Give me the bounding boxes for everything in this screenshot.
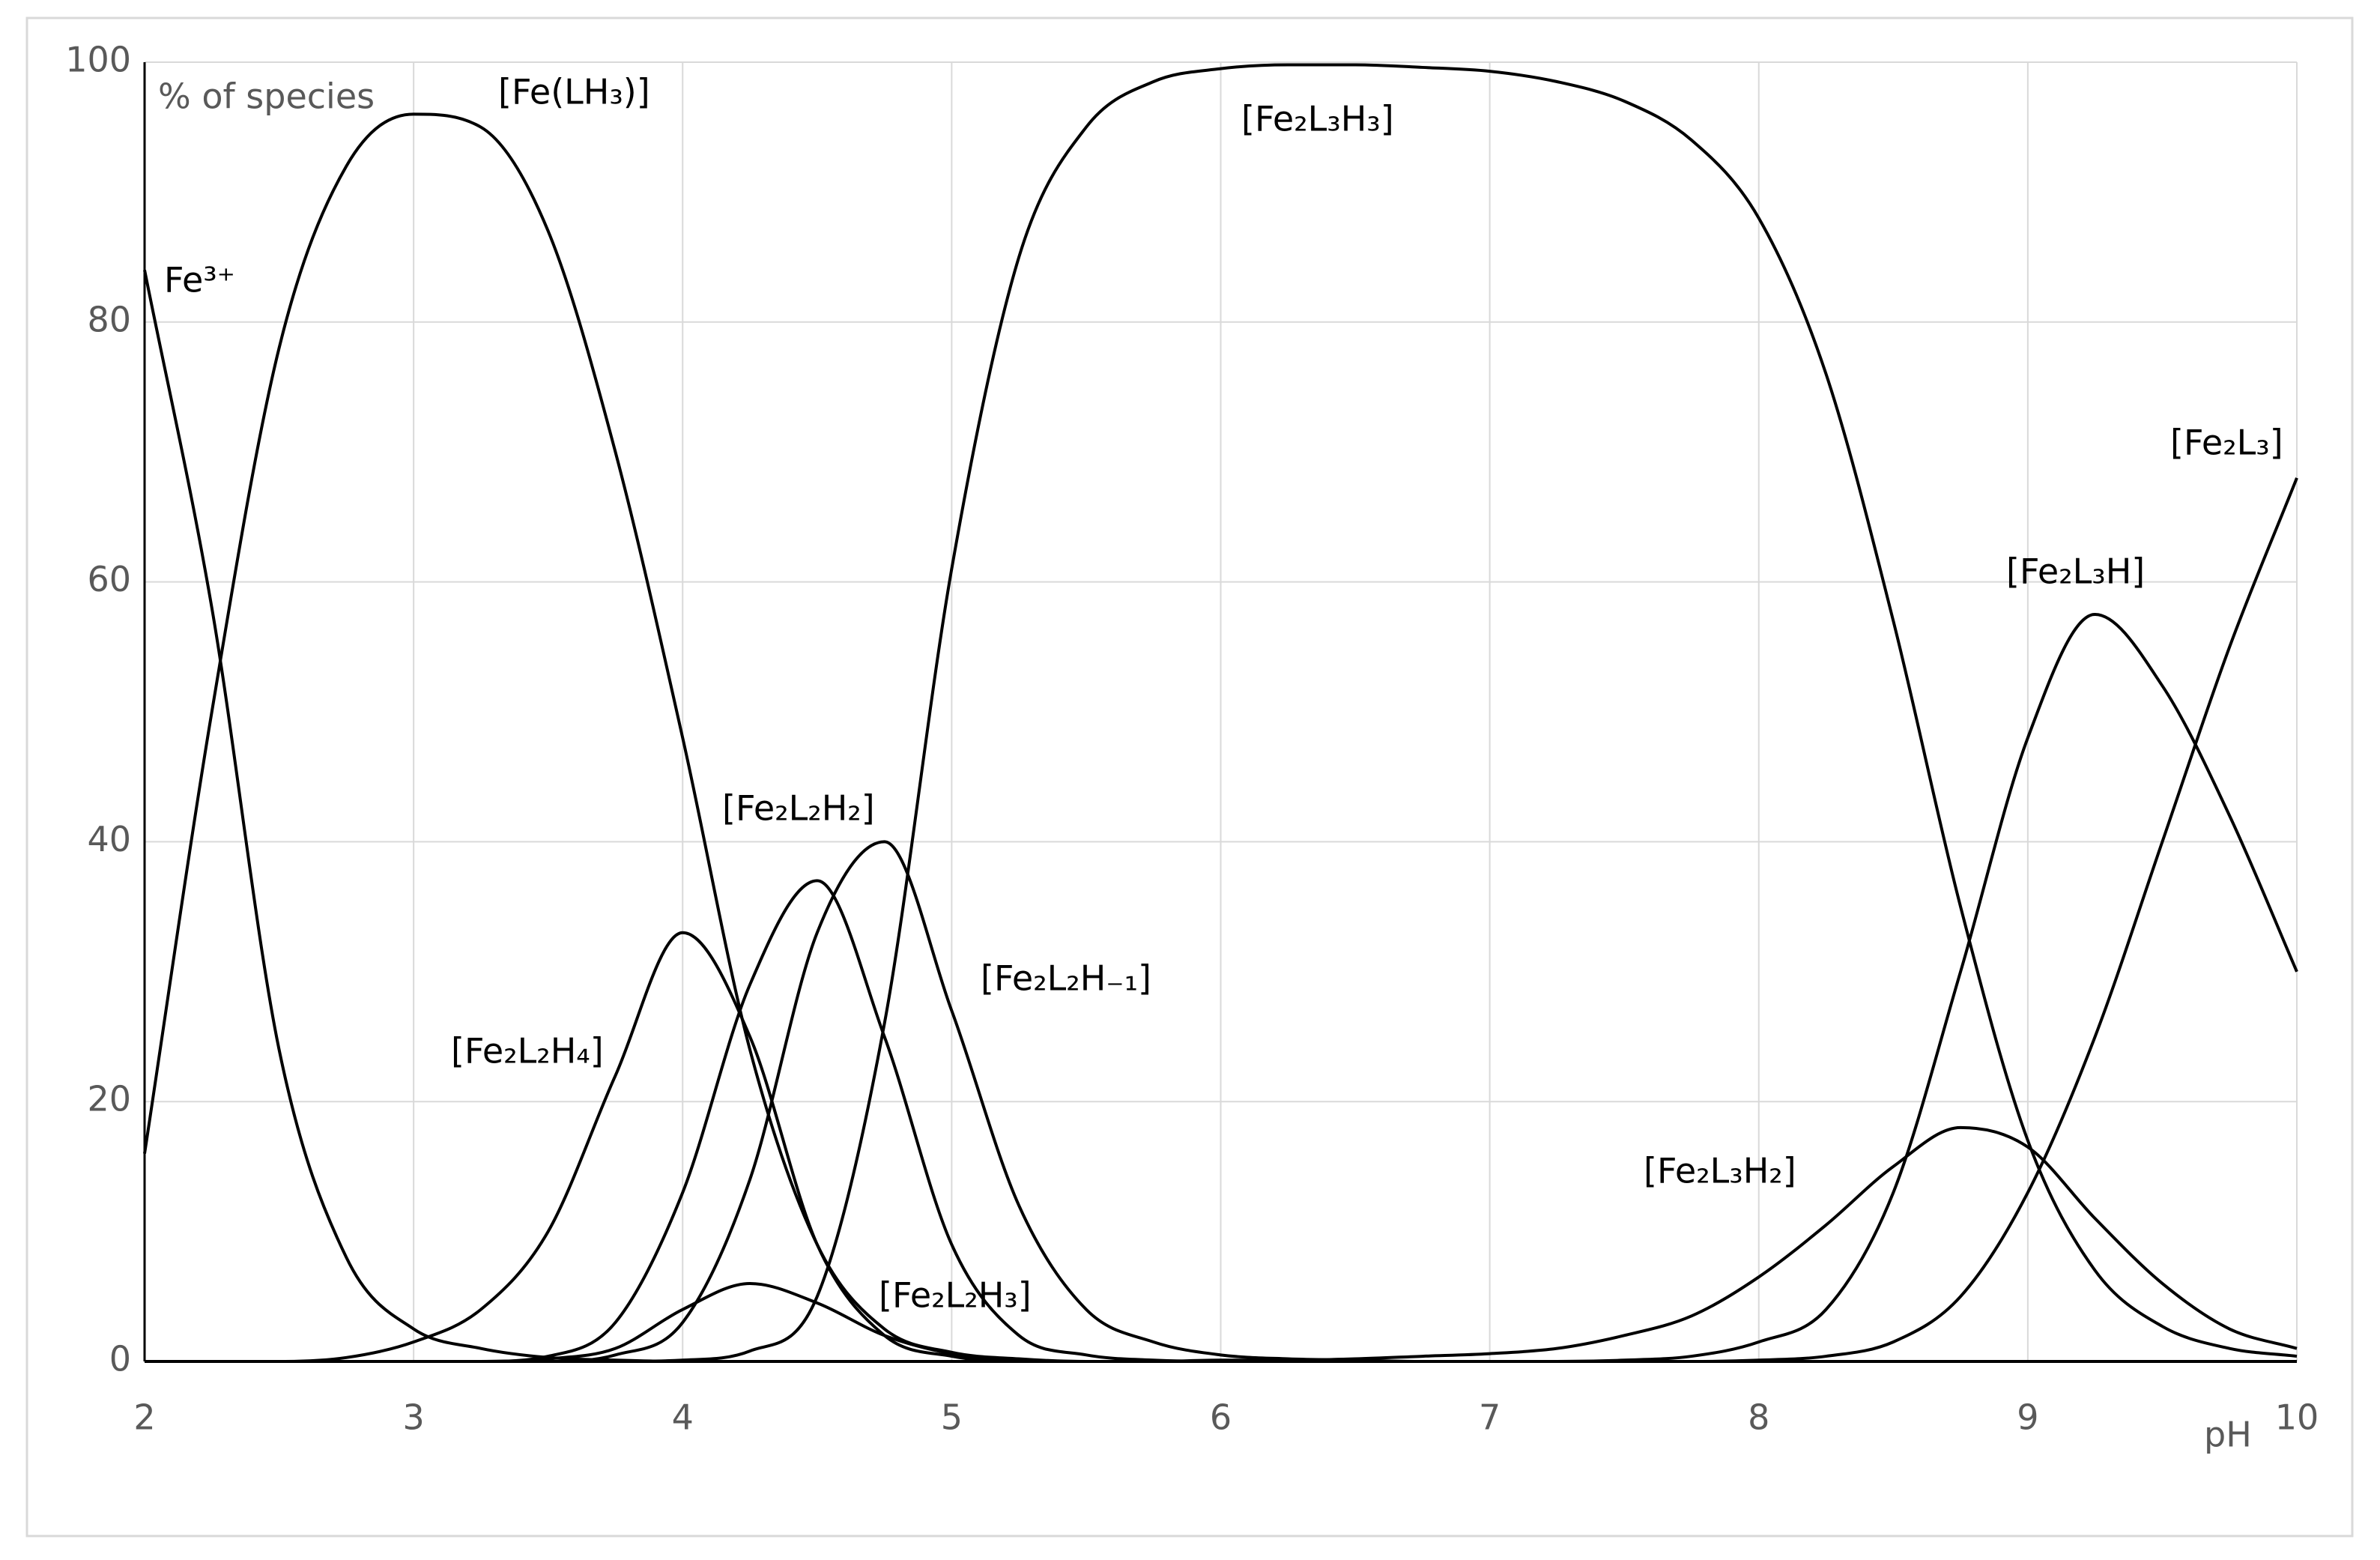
x-tick-label: 5	[941, 1397, 963, 1438]
species-label: [Fe₂L₂H₂]	[722, 788, 875, 829]
y-tick-label: 80	[87, 299, 131, 339]
x-axis-label: pH	[2204, 1415, 2252, 1455]
species-label: [Fe₂L₃]	[2170, 423, 2283, 463]
x-tick-label: 4	[672, 1397, 694, 1438]
chart-border	[25, 16, 2354, 1538]
y-tick-label: 0	[109, 1339, 131, 1379]
plot-lines	[143, 63, 2298, 1364]
y-tick-label: 100	[65, 40, 131, 80]
species-label: [Fe₂L₂H₋₁]	[981, 958, 1151, 999]
species-label: [Fe₂L₃H]	[2006, 551, 2145, 592]
species-label: [Fe₂L₂H₄]	[451, 1031, 604, 1071]
species-line	[145, 477, 2298, 1364]
species-label: [Fe(LH₃)]	[498, 72, 650, 112]
species-label: [Fe₂L₃H₃]	[1241, 99, 1394, 139]
y-tick-label: 40	[87, 819, 131, 859]
x-tick-label: 8	[1748, 1397, 1769, 1438]
x-tick-label: 6	[1210, 1397, 1232, 1438]
x-tick-label: 9	[2017, 1397, 2038, 1438]
species-label: [Fe₂L₂H₃]	[879, 1275, 1032, 1316]
species-label: Fe³⁺	[164, 260, 235, 300]
species-label: [Fe₂L₃H₂]	[1644, 1151, 1796, 1191]
x-tick-label: 7	[1479, 1397, 1501, 1438]
x-tick-label: 10	[2275, 1397, 2319, 1438]
x-tick-label: 2	[133, 1397, 155, 1438]
y-axis-label: % of species	[158, 76, 375, 117]
y-tick-label: 20	[87, 1079, 131, 1119]
x-tick-label: 3	[402, 1397, 424, 1438]
y-tick-label: 60	[87, 559, 131, 599]
